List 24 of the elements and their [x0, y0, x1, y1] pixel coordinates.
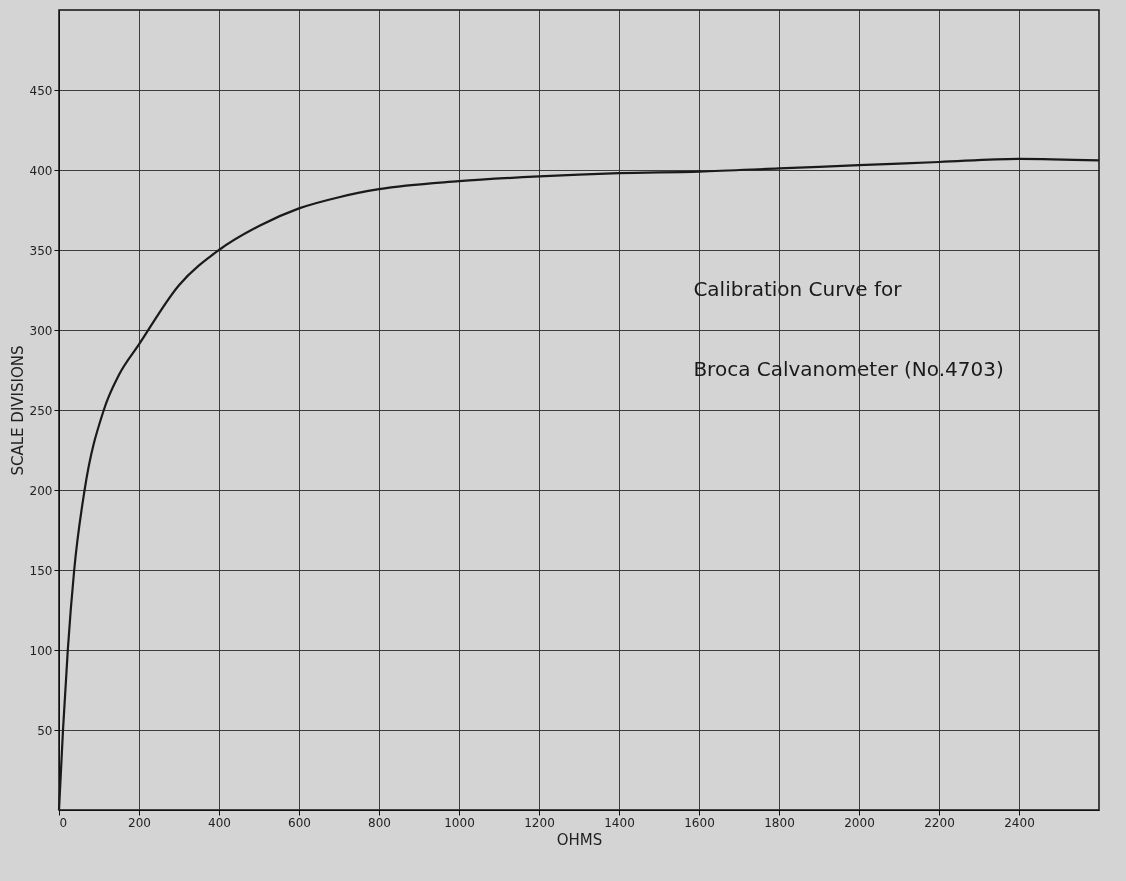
x-tick-label: 1400 — [604, 815, 635, 830]
x-tick-label: 2200 — [924, 815, 955, 830]
x-tick-label: 400 — [208, 815, 231, 830]
y-tick-label: 100 — [29, 643, 53, 658]
y-tick-label: 200 — [29, 483, 53, 498]
y-tick-label: 50 — [37, 723, 53, 738]
y-tick-label: 400 — [29, 163, 53, 178]
x-tick-label: 1600 — [684, 815, 715, 830]
y-axis-title: SCALE DIVISIONS — [8, 345, 27, 476]
x-tick-label: 1200 — [524, 815, 555, 830]
x-tick-label: 200 — [128, 815, 151, 830]
x-tick-label: 1000 — [444, 815, 475, 830]
x-tick-label: 800 — [368, 815, 391, 830]
x-tick-label: 2000 — [844, 815, 875, 830]
y-tick-label: 300 — [29, 323, 53, 338]
y-tick-label: 350 — [29, 243, 53, 258]
y-tick-label: 250 — [29, 403, 53, 418]
y-tick-label: 150 — [29, 563, 53, 578]
y-tick-label: 450 — [29, 83, 53, 98]
x-tick-label: 0 — [59, 815, 68, 830]
x-tick-label: 600 — [288, 815, 311, 830]
x-tick-label: 1800 — [764, 815, 795, 830]
x-axis-title: OHMS — [556, 830, 603, 849]
x-tick-label: 2400 — [1004, 815, 1035, 830]
